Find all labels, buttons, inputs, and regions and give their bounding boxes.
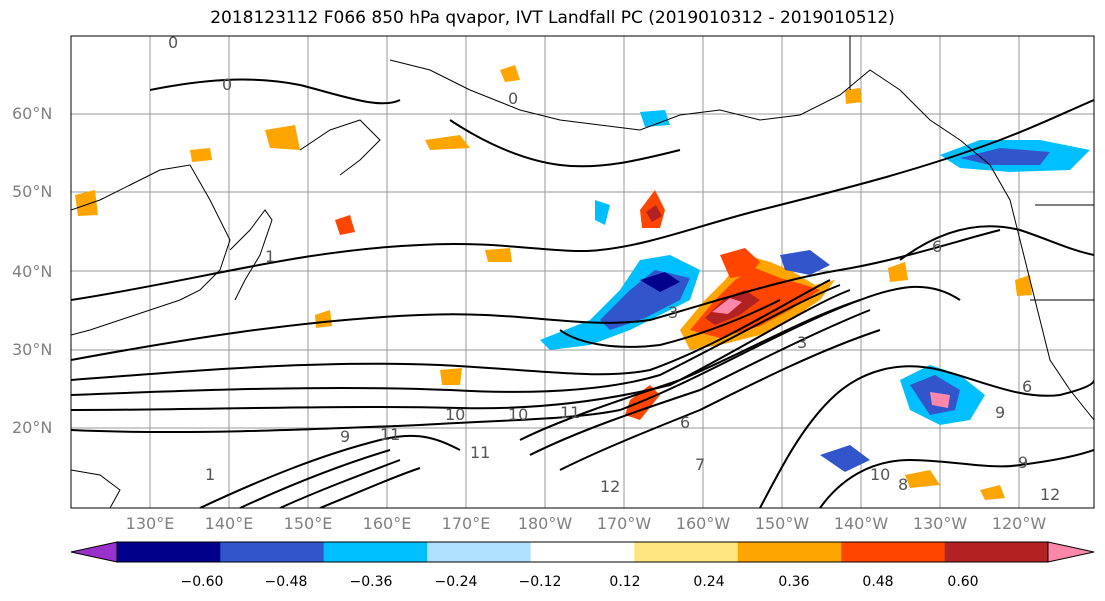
contour-label: 9 [1018,453,1028,472]
lon-label-120w: 120°W [991,514,1047,533]
colorbar-tick: 0.24 [693,574,725,590]
contour-label: 9 [995,403,1005,422]
colorbar-tick: −0.60 [180,574,224,590]
colorbar-segment [737,542,842,562]
map-frame [70,35,1095,509]
contour-label: 9 [340,427,350,446]
colorbar-segment [220,542,324,562]
contour-label: 6 [932,237,942,256]
contour-label: 12 [1040,485,1060,504]
lon-label-160w: 160°W [675,514,731,533]
contour-label: 6 [680,413,690,432]
colorbar-segment [634,542,738,562]
contour-label: 11 [380,425,400,444]
anomaly-shading [75,65,1090,500]
lon-label-170w: 170°W [596,514,652,533]
lon-label-150w: 150°W [754,514,810,533]
colorbar [70,541,1095,563]
contour-label: 6 [1022,377,1032,396]
contour-label: 0 [222,75,232,94]
contour-label: 8 [898,475,908,494]
contour-label: 1 [265,247,275,266]
contour-label: 11 [470,443,490,462]
lon-label-150e: 150°E [283,514,333,533]
lat-label-30n: 30°N [12,340,53,359]
colorbar-extend-low [70,541,118,563]
lon-label-130w: 130°W [912,514,968,533]
map-area [71,36,1094,508]
contour-label: 11 [560,403,580,422]
colorbar-tick: 0.12 [609,574,641,590]
colorbar-tick: −0.24 [434,574,478,590]
lon-label-140e: 140°E [204,514,254,533]
lon-label-140w: 140°W [833,514,889,533]
contour-label: 10 [445,405,465,424]
contour-label: 3 [797,333,807,352]
colorbar-segment [841,542,945,562]
map-title: 2018123112 F066 850 hPa qvapor, IVT Land… [210,8,895,28]
colorbar-segment [323,542,428,562]
lat-label-60n: 60°N [12,104,53,123]
colorbar-tick: 0.48 [862,574,894,590]
contour-label: 0 [168,33,178,52]
contour-label: 3 [668,303,678,322]
lon-label-180w: 180°W [517,514,573,533]
lat-label-50n: 50°N [12,182,53,201]
contour-label: 0 [508,89,518,108]
colorbar-segment [530,542,635,562]
lon-label-160e: 160°E [362,514,412,533]
colorbar-tick: −0.36 [349,574,393,590]
colorbar-tick: −0.12 [518,574,562,590]
contour-lines [71,78,1094,508]
colorbar-segment [117,542,221,562]
colorbar-segment [944,542,1048,562]
colorbar-tick: 0.36 [778,574,810,590]
contour-label: 10 [870,465,890,484]
colorbar-segment [427,542,531,562]
coastlines [71,36,1094,508]
colorbar-tick: 0.60 [947,574,979,590]
contour-label: 1 [205,465,215,484]
contour-label: 7 [695,455,705,474]
lat-label-40n: 40°N [12,262,53,281]
contour-label: 12 [600,477,620,496]
lon-label-130e: 130°E [125,514,175,533]
colorbar-outline [116,541,1049,563]
colorbar-tick: −0.48 [264,574,308,590]
contour-label: 10 [508,405,528,424]
lat-label-20n: 20°N [12,418,53,437]
colorbar-extend-high [1047,541,1095,563]
lon-label-170e: 170°E [441,514,491,533]
